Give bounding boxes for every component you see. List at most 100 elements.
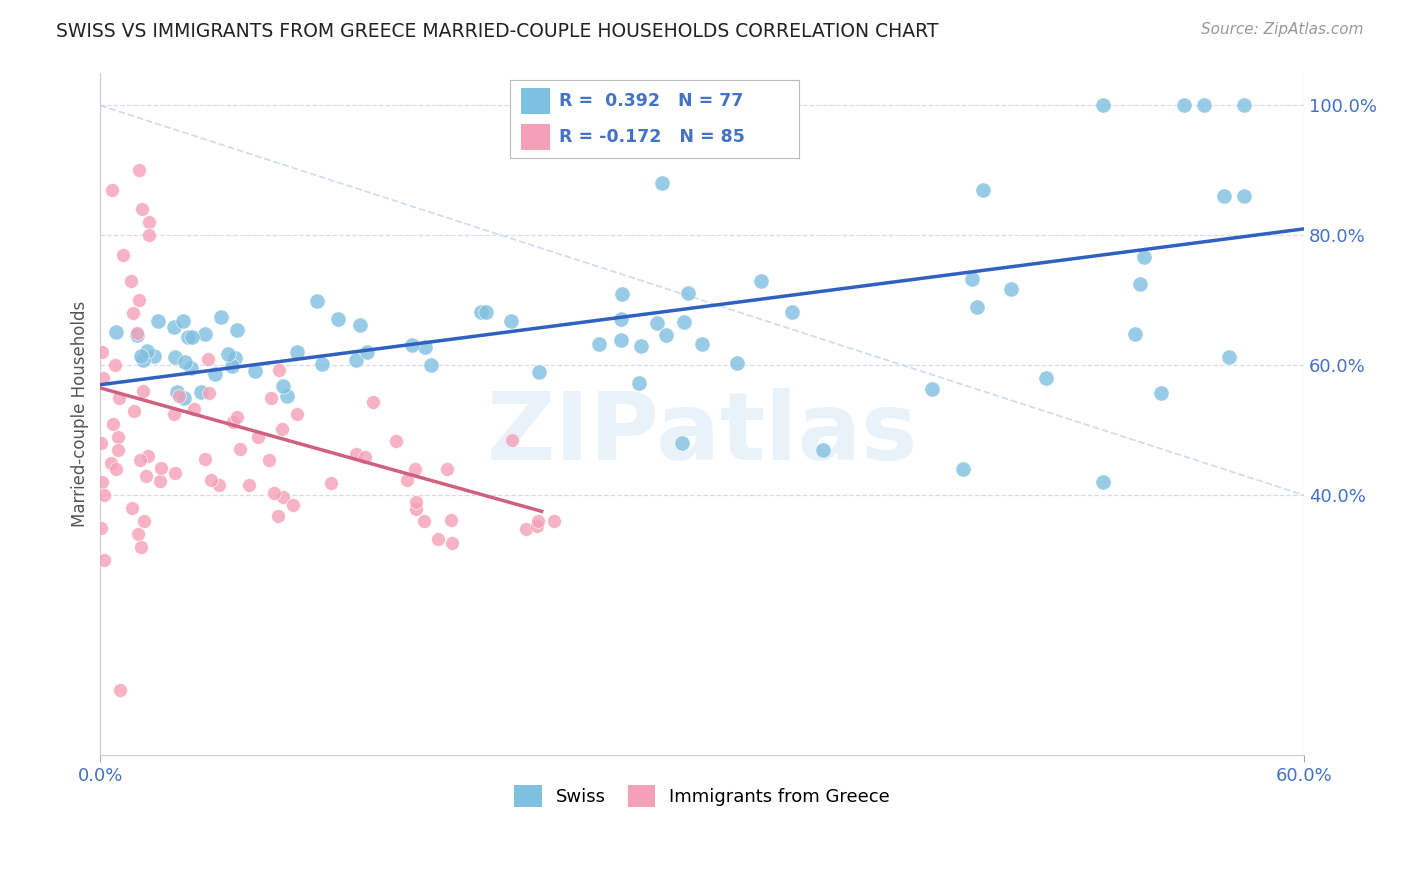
Point — [1233, 189, 1256, 203]
Point — [121, 306, 143, 320]
Point — [921, 383, 943, 397]
Point — [501, 314, 523, 328]
Point — [412, 514, 434, 528]
Legend: Swiss, Immigrants from Greece: Swiss, Immigrants from Greece — [508, 778, 897, 814]
Point — [344, 447, 367, 461]
Point — [361, 395, 384, 409]
Point — [135, 468, 157, 483]
Point — [475, 305, 498, 319]
Point — [131, 202, 153, 217]
Point — [1192, 98, 1215, 112]
Point — [149, 474, 172, 488]
Point — [263, 485, 285, 500]
Point — [225, 323, 247, 337]
Point — [543, 514, 565, 528]
Point — [651, 177, 673, 191]
Point — [960, 271, 983, 285]
Point — [270, 422, 292, 436]
Point — [238, 478, 260, 492]
Point — [127, 527, 149, 541]
Point — [285, 407, 308, 421]
Point — [404, 461, 426, 475]
Point — [169, 389, 191, 403]
Point — [645, 316, 668, 330]
Point — [259, 391, 281, 405]
Point — [128, 293, 150, 308]
Point — [129, 453, 152, 467]
Point — [91, 475, 114, 490]
Point — [527, 514, 550, 528]
Point — [1212, 189, 1234, 203]
Point — [247, 430, 270, 444]
Point — [132, 384, 155, 399]
Point — [91, 371, 114, 385]
Point — [952, 462, 974, 476]
Point — [420, 358, 443, 372]
Point — [100, 456, 122, 470]
Point — [630, 338, 652, 352]
Point — [101, 183, 124, 197]
Point — [104, 325, 127, 339]
Point — [1133, 250, 1156, 264]
Point — [671, 436, 693, 450]
Point — [107, 442, 129, 457]
Point — [271, 490, 294, 504]
Point — [285, 345, 308, 359]
Point — [180, 360, 202, 375]
Point — [149, 460, 172, 475]
Point — [132, 352, 155, 367]
Point — [1218, 350, 1240, 364]
Point — [1233, 98, 1256, 112]
Point — [1035, 371, 1057, 385]
Point — [311, 357, 333, 371]
Point — [165, 351, 187, 365]
Point — [110, 682, 132, 697]
Point — [120, 274, 142, 288]
Point — [225, 409, 247, 424]
Point — [181, 330, 204, 344]
Point — [1123, 326, 1146, 341]
Point — [90, 436, 112, 450]
Point — [676, 286, 699, 301]
Point — [655, 327, 678, 342]
Point — [749, 274, 772, 288]
Y-axis label: Married-couple Households: Married-couple Households — [72, 301, 89, 527]
Point — [229, 442, 252, 456]
Point — [200, 473, 222, 487]
Point — [177, 329, 200, 343]
Point — [401, 338, 423, 352]
Text: SWISS VS IMMIGRANTS FROM GREECE MARRIED-COUPLE HOUSEHOLDS CORRELATION CHART: SWISS VS IMMIGRANTS FROM GREECE MARRIED-… — [56, 22, 939, 41]
Point — [134, 514, 156, 528]
Point — [609, 311, 631, 326]
Point — [725, 356, 748, 370]
Point — [609, 333, 631, 347]
Point — [385, 434, 408, 448]
Point — [673, 315, 696, 329]
Point — [354, 450, 377, 464]
Point — [129, 540, 152, 554]
Point — [173, 391, 195, 405]
Point — [501, 434, 523, 448]
Point — [1092, 475, 1115, 490]
Point — [143, 349, 166, 363]
Point — [527, 365, 550, 379]
Point — [243, 364, 266, 378]
Point — [197, 351, 219, 366]
Point — [198, 386, 221, 401]
Point — [612, 287, 634, 301]
Point — [319, 476, 342, 491]
Point — [405, 502, 427, 516]
Point — [93, 488, 115, 502]
Point — [224, 351, 246, 366]
Point — [267, 363, 290, 377]
Point — [138, 215, 160, 229]
Point — [440, 513, 463, 527]
Point — [356, 345, 378, 359]
Point — [194, 327, 217, 342]
Point — [344, 352, 367, 367]
Text: Source: ZipAtlas.com: Source: ZipAtlas.com — [1201, 22, 1364, 37]
Point — [208, 477, 231, 491]
Point — [90, 520, 112, 534]
Point — [194, 452, 217, 467]
Point — [588, 337, 610, 351]
